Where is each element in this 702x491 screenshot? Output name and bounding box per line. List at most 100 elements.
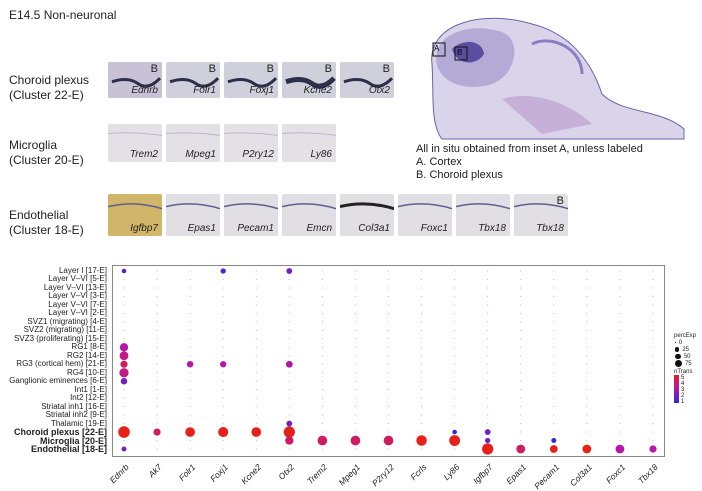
dot-background (454, 423, 456, 425)
inset-marker: B (208, 63, 216, 75)
dot-background (454, 304, 456, 306)
dot-background (619, 321, 621, 323)
dot-point (649, 445, 657, 453)
dot-background (619, 423, 621, 425)
dot-point (582, 444, 592, 454)
dot-background (388, 406, 389, 408)
dot-background (586, 278, 588, 280)
dot-background (321, 406, 323, 408)
dot-background (288, 406, 290, 408)
dot-background (586, 321, 588, 323)
column-label: Ednrb (107, 462, 132, 486)
dot-background (454, 355, 456, 357)
dot-background (288, 321, 290, 323)
dot-background (222, 321, 224, 323)
in-situ-thumbnail: Pecam1 (224, 194, 278, 236)
in-situ-thumbnail: Foxc1 (398, 194, 452, 236)
dot-background (586, 363, 588, 365)
dot-background (123, 389, 125, 391)
thumbnail-gene-label: Ednrb (131, 85, 158, 96)
dot-background (189, 278, 191, 280)
dot-background (586, 414, 588, 416)
row-label: RG1 [8-E] (71, 342, 107, 352)
thumbnail-gene-label: Col3a1 (358, 223, 390, 234)
in-situ-thumbnail: Epas1 (166, 194, 220, 236)
dot-background (454, 270, 456, 272)
dot-background (487, 295, 489, 297)
dot-background (388, 270, 389, 272)
dot-background (222, 389, 224, 391)
dot-background (553, 312, 555, 314)
dot-background (520, 329, 522, 331)
dot-background (255, 338, 257, 340)
row-label: Layer I [17-E] (58, 266, 107, 275)
size-legend-item: 50 (674, 353, 702, 360)
dot-background (189, 287, 191, 289)
column-label: Ly86 (441, 462, 462, 482)
thumbnail-gene-label: Igfbp7 (130, 223, 158, 234)
in-situ-thumbnail: Col3a1 (340, 194, 394, 236)
dot-background (421, 389, 423, 391)
dot-background (619, 355, 621, 357)
dot-background (487, 321, 489, 323)
dot-background (354, 295, 356, 297)
dot-background (553, 372, 555, 374)
dot-background (454, 329, 456, 331)
size-legend-value: 50 (683, 353, 691, 360)
dot-background (652, 397, 654, 399)
dot-background (652, 372, 654, 374)
dot-background (255, 448, 257, 450)
dot-background (123, 287, 125, 289)
dot-background (619, 287, 621, 289)
dot-point (285, 436, 294, 445)
dot-background (321, 389, 323, 391)
dot-background (189, 329, 191, 331)
dot-background (421, 406, 423, 408)
color-legend-value: 5 (681, 375, 685, 381)
row-label: RG2 [14-E] (66, 350, 107, 360)
in-situ-thumbnail: Foxj1 B (224, 62, 278, 98)
size-legend-title: percExp (674, 333, 697, 339)
in-situ-thumbnail: P2ry12 (224, 124, 278, 162)
in-situ-thumbnail: Emcn (282, 194, 336, 236)
dot-background (652, 380, 654, 382)
dot-plot (118, 268, 657, 455)
dot-background (487, 414, 489, 416)
dot-background (553, 406, 555, 408)
dot-background (586, 406, 588, 408)
dot-background (222, 440, 224, 442)
column-label: Folr1 (176, 462, 198, 483)
dot-background (421, 372, 423, 374)
dot-background (520, 304, 522, 306)
dot-background (421, 355, 423, 357)
dot-background (421, 278, 423, 280)
dot-background (354, 448, 356, 450)
dot-background (288, 389, 290, 391)
dot-background (586, 423, 588, 425)
dot-background (454, 278, 456, 280)
dot-background (487, 406, 489, 408)
row-label: Striatal inh2 [9-E] (45, 410, 107, 420)
dot-background (454, 406, 456, 408)
column-label: Ak7 (146, 462, 165, 480)
column-labels: Ednrb Ak7 Folr1 Foxj1 Kcne2 Otx2 Trem2 Mpeg1 P2r… (0, 460, 702, 491)
dot-background (652, 321, 654, 323)
dot-background (586, 380, 588, 382)
dot-background (222, 312, 224, 314)
dot-background (454, 321, 456, 323)
size-legend-dot (675, 347, 680, 352)
dot-background (123, 321, 125, 323)
dot-background (586, 431, 588, 433)
dot-background (520, 414, 522, 416)
in-situ-thumbnail: Trem2 (108, 124, 162, 162)
color-gradient-bar (674, 375, 679, 403)
dot-point (186, 360, 194, 368)
color-legend-value: 1 (681, 399, 685, 405)
dot-point (120, 360, 128, 368)
column-label: Otx2 (276, 462, 297, 482)
dot-background (619, 304, 621, 306)
dot-background (321, 448, 323, 450)
dot-background (652, 346, 654, 348)
dot-background (454, 372, 456, 374)
row-label: Int1 [1-E] (74, 384, 107, 394)
